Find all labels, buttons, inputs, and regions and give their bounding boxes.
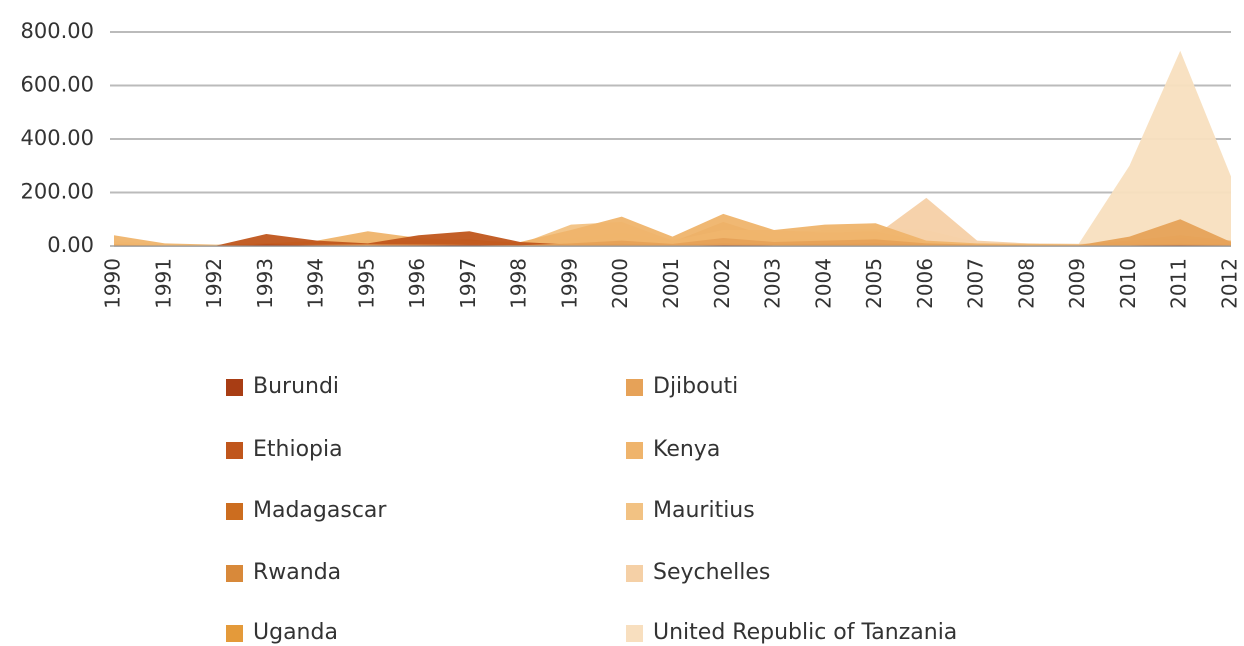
y-tick-label: 600.00	[21, 73, 94, 97]
x-tick-label: 2010	[1116, 258, 1140, 309]
legend-label: Uganda	[253, 620, 338, 645]
x-tick-label: 2001	[659, 258, 683, 309]
legend-label: Djibouti	[653, 374, 738, 399]
area	[114, 50, 1231, 246]
x-tick-label: 2008	[1014, 258, 1038, 309]
x-tick-label: 2003	[761, 258, 785, 309]
legend-label: Seychelles	[653, 560, 770, 585]
legend-swatch	[626, 379, 643, 396]
legend-swatch	[626, 442, 643, 459]
x-tick-label: 1999	[557, 258, 581, 309]
x-tick-label: 1990	[101, 258, 125, 309]
legend-label: Burundi	[253, 374, 339, 399]
area	[114, 197, 1231, 246]
x-tick-label: 1996	[405, 258, 429, 309]
area	[114, 213, 1231, 246]
x-tick-label: 1993	[253, 258, 277, 309]
x-tick-label: 2007	[964, 258, 988, 309]
x-tick-label: 2005	[862, 258, 886, 309]
x-tick-label: 2012	[1218, 258, 1242, 309]
legend-label: Madagascar	[253, 498, 387, 523]
x-tick-label: 2009	[1065, 258, 1089, 309]
legend-label: Mauritius	[653, 498, 755, 523]
legend-label: United Republic of Tanzania	[653, 620, 957, 645]
x-tick-label: 1991	[151, 258, 175, 309]
legend-swatch	[226, 625, 243, 642]
legend-swatch	[226, 442, 243, 459]
legend-label: Kenya	[653, 437, 720, 462]
legend-label: Ethiopia	[253, 437, 343, 462]
x-tick-label: 2000	[608, 258, 632, 309]
x-tick-label: 2002	[710, 258, 734, 309]
x-tick-label: 1997	[456, 258, 480, 309]
x-tick-label: 1994	[304, 258, 328, 309]
legend-swatch	[626, 625, 643, 642]
y-tick-label: 200.00	[21, 180, 94, 204]
legend-swatch	[626, 565, 643, 582]
x-tick-label: 1992	[202, 258, 226, 309]
legend-swatch	[626, 503, 643, 520]
area	[114, 231, 1231, 246]
y-tick-label: 800.00	[21, 19, 94, 43]
legend-swatch	[226, 379, 243, 396]
y-tick-label: 400.00	[21, 126, 94, 150]
area	[114, 219, 1231, 246]
x-tick-label: 2004	[811, 258, 835, 309]
x-tick-label: 2006	[913, 258, 937, 309]
x-tick-label: 1998	[507, 258, 531, 309]
y-tick-label: 0.00	[47, 233, 94, 257]
legend-swatch	[226, 503, 243, 520]
legend-swatch	[226, 565, 243, 582]
x-tick-label: 2011	[1167, 258, 1191, 309]
x-tick-label: 1995	[354, 258, 378, 309]
legend-label: Rwanda	[253, 560, 341, 585]
